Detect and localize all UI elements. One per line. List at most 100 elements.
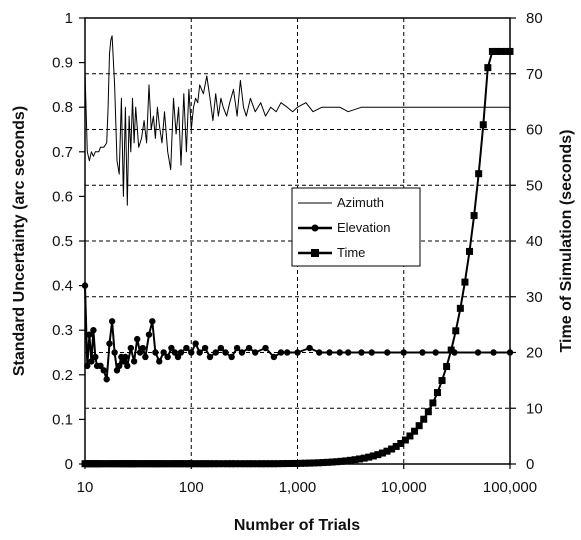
point-time [452, 327, 460, 335]
point-elevation [188, 349, 195, 356]
point-time [470, 212, 478, 220]
point-elevation [196, 349, 203, 356]
point-elevation [103, 376, 110, 383]
point-time [438, 377, 446, 385]
y-tick-label: 1 [65, 10, 73, 27]
y-tick-label: 0.8 [52, 99, 73, 116]
point-time [360, 454, 368, 462]
point-elevation [177, 349, 185, 356]
point-time [415, 422, 423, 430]
y2-tick-label: 0 [526, 456, 534, 473]
x-tick-label: 100 [179, 479, 204, 496]
point-elevation [384, 349, 391, 356]
point-elevation [122, 353, 129, 361]
y-tick-label: 0.9 [52, 55, 73, 72]
point-time [466, 247, 474, 255]
point-time [337, 457, 345, 465]
point-elevation [336, 349, 343, 356]
point-elevation [294, 349, 301, 356]
x-tick-label: 100,000 [483, 479, 537, 496]
point-elevation [344, 349, 352, 356]
legend-label-azimuth: Azimuth [337, 195, 384, 210]
x-axis-title: Number of Trials [234, 517, 360, 534]
y2-tick-label: 80 [526, 10, 543, 27]
point-elevation [152, 349, 159, 356]
point-time [429, 399, 437, 407]
point-elevation [315, 349, 323, 356]
y-tick-label: 0 [65, 456, 73, 473]
point-elevation [270, 353, 278, 361]
point-time [324, 458, 332, 466]
point-elevation [116, 362, 123, 370]
axes: 10 100 1,000 10,000 100,00001020304050607080… [52, 10, 543, 496]
point-time [502, 47, 510, 55]
point-elevation [212, 349, 219, 356]
y-axis-title: Standard Uncertainty (arc seconds) [11, 106, 28, 376]
point-elevation [368, 349, 375, 356]
point-elevation [206, 353, 214, 361]
series-line-azimuth [84, 35, 510, 206]
y-tick-label: 0.3 [52, 322, 73, 339]
x-tick-label: 10,000 [381, 479, 427, 496]
point-elevation [90, 327, 97, 334]
point-elevation [326, 349, 333, 356]
point-elevation [108, 318, 116, 325]
point-elevation [127, 344, 135, 352]
point-elevation [262, 344, 269, 352]
point-elevation [86, 331, 93, 338]
point-elevation [92, 353, 99, 361]
point-time [351, 456, 359, 464]
y-tick-label: 0.4 [52, 278, 73, 295]
point-elevation [145, 331, 153, 338]
y2-tick-label: 30 [526, 289, 543, 306]
point-time [306, 459, 314, 467]
point-time [392, 442, 400, 450]
point-elevation [233, 344, 241, 352]
point-elevation [228, 353, 235, 361]
y2-axis-title: Time of Simulation (seconds) [558, 130, 575, 353]
point-elevation [100, 367, 107, 374]
point-time [319, 459, 327, 467]
point-time [420, 415, 428, 423]
point-time [461, 278, 469, 286]
point-time [406, 432, 414, 440]
point-elevation [245, 344, 253, 352]
y2-tick-label: 40 [526, 233, 543, 250]
point-time [484, 64, 492, 72]
point-time [333, 458, 341, 466]
point-time [369, 452, 377, 460]
legend-marker-elevation [311, 224, 319, 232]
point-elevation [139, 344, 147, 352]
point-elevation [201, 344, 209, 352]
y-tick-label: 0.6 [52, 188, 73, 205]
point-elevation [306, 344, 313, 352]
x-tick-label: 1,000 [279, 479, 317, 496]
point-time [374, 451, 382, 459]
point-time [378, 449, 386, 457]
point-time [397, 439, 405, 447]
point-elevation [164, 353, 171, 361]
y2-tick-label: 70 [526, 66, 543, 83]
point-elevation [192, 340, 199, 347]
point-time [346, 456, 354, 464]
point-elevation [358, 349, 365, 356]
point-elevation [171, 349, 178, 356]
point-time [342, 457, 350, 465]
point-time [356, 455, 364, 463]
y2-tick-label: 20 [526, 345, 543, 362]
point-time [328, 458, 336, 466]
y2-tick-label: 50 [526, 177, 543, 194]
legend-marker-time [311, 249, 319, 257]
point-elevation [168, 344, 175, 352]
y-tick-label: 0.7 [52, 144, 73, 161]
point-time [443, 362, 451, 370]
point-elevation [217, 344, 225, 352]
point-time [498, 47, 506, 55]
point-time [447, 346, 455, 354]
point-elevation [252, 349, 259, 356]
point-elevation [142, 353, 149, 361]
y-tick-label: 0.2 [52, 367, 73, 384]
point-time [310, 459, 318, 467]
point-elevation [277, 349, 285, 356]
